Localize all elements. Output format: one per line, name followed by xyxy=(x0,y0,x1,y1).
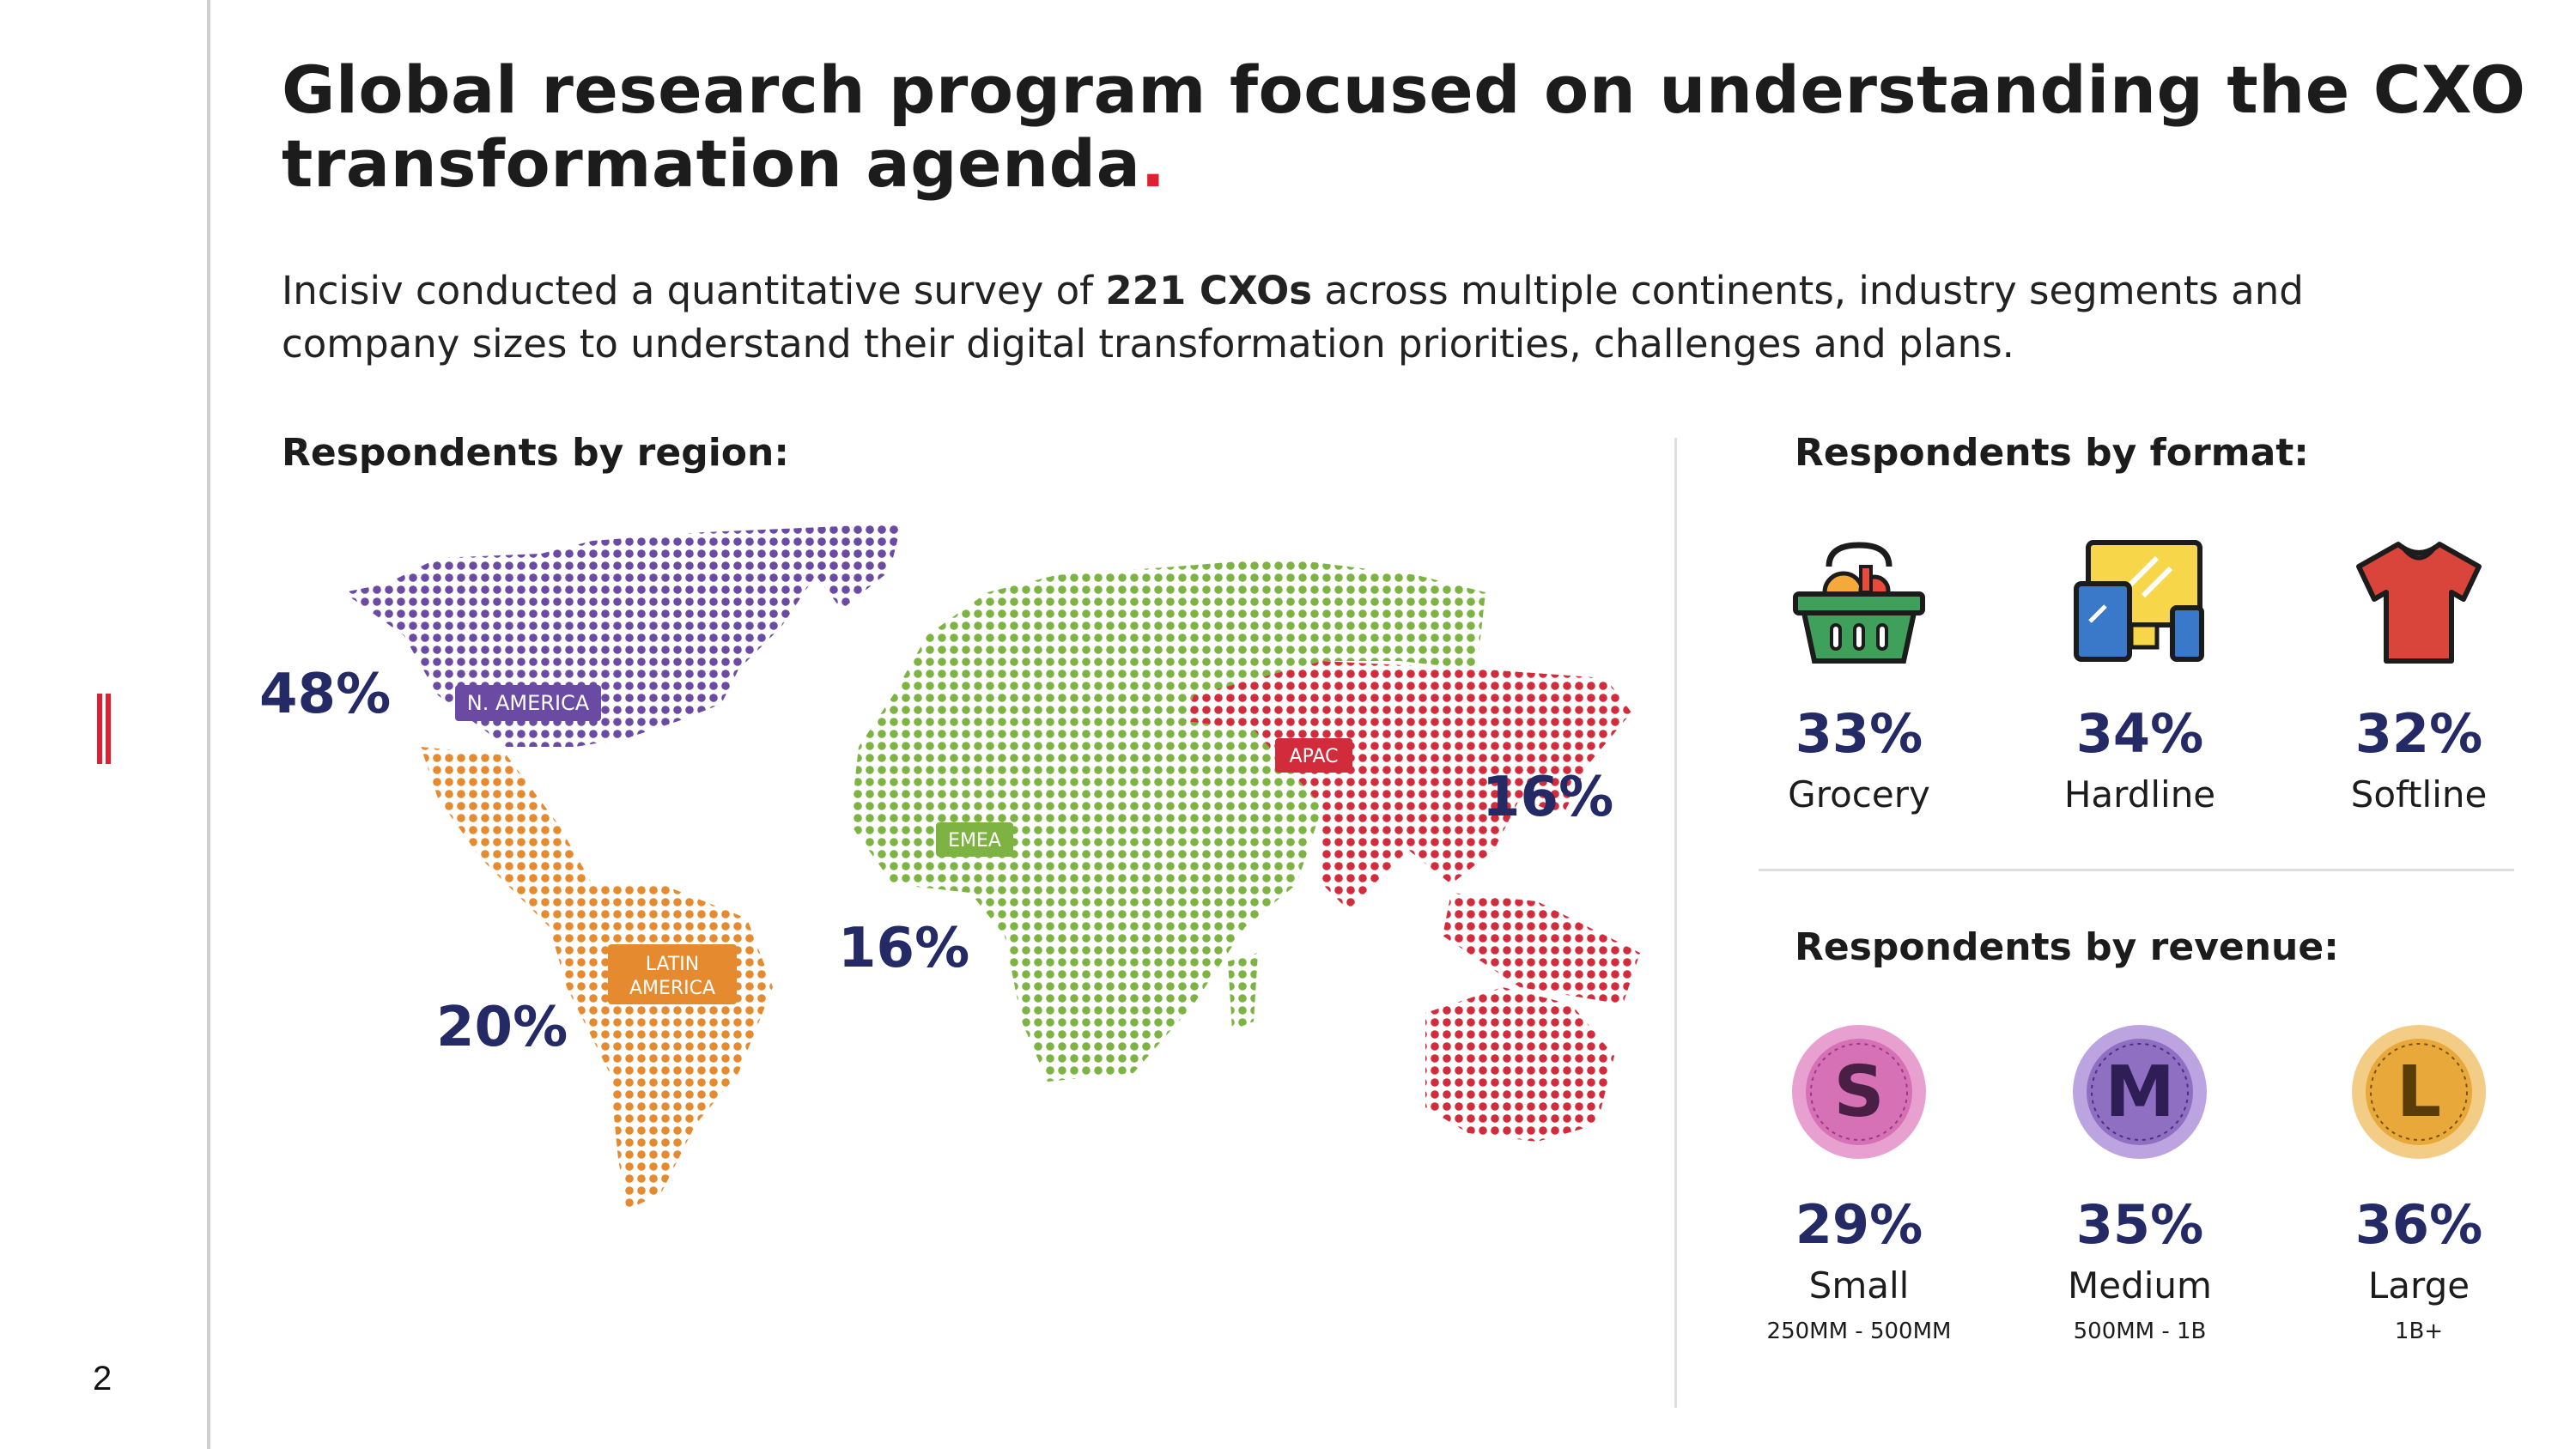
medium-range: 500MM - 1B xyxy=(2073,1319,2207,1344)
greenland-region xyxy=(799,528,902,609)
hardline-pct: 34% xyxy=(2075,702,2204,765)
intro-bold: 221 CXOs xyxy=(1105,268,1313,313)
latin-america-pct: 20% xyxy=(436,996,568,1059)
format-hardline: 34% Hardline xyxy=(2020,532,2260,815)
svg-text:N. AMERICA: N. AMERICA xyxy=(467,691,590,715)
format-softline: 32% Softline xyxy=(2299,532,2539,815)
revenue-medium: M 35% Medium 500MM - 1B xyxy=(2020,1023,2260,1344)
n-america-pct: 48% xyxy=(259,663,392,726)
apac-region xyxy=(1185,661,1631,910)
title-dot: . xyxy=(1140,125,1166,202)
intro-paragraph: Incisiv conducted a quantitative survey … xyxy=(282,264,2428,371)
svg-text:AMERICA: AMERICA xyxy=(629,978,715,999)
medium-m-icon: M xyxy=(2073,1025,2207,1159)
svg-text:M: M xyxy=(2105,1052,2175,1133)
title-line-2: transformation agenda. xyxy=(282,127,2531,201)
small-pct: 29% xyxy=(1795,1193,1923,1256)
medium-label: Medium xyxy=(2068,1264,2212,1307)
grocery-basket-icon xyxy=(1793,542,1925,664)
large-label: Large xyxy=(2367,1264,2470,1307)
grocery-pct: 33% xyxy=(1795,702,1923,765)
large-range: 1B+ xyxy=(2394,1319,2444,1344)
page-number: 2 xyxy=(93,1360,112,1397)
region-heading: Respondents by region: xyxy=(282,431,789,475)
hardline-label: Hardline xyxy=(2063,773,2216,815)
medium-pct: 35% xyxy=(2075,1193,2204,1256)
intro-text-start: Incisiv conducted a quantitative survey … xyxy=(282,268,1106,313)
small-label: Small xyxy=(1808,1264,1910,1307)
label-latin-america: LATIN AMERICA xyxy=(608,944,737,1004)
australia-region xyxy=(1425,987,1614,1142)
devices-icon xyxy=(2074,540,2204,662)
accent-marker xyxy=(97,694,111,764)
small-s-icon: S xyxy=(1792,1025,1926,1159)
label-emea: EMEA xyxy=(936,822,1013,857)
tshirt-icon xyxy=(2356,542,2482,664)
section-divider xyxy=(1674,438,1677,1408)
right-divider xyxy=(1759,869,2514,871)
revenue-heading: Respondents by revenue: xyxy=(1795,925,2339,969)
page-title: Global research program focused on under… xyxy=(282,53,2531,201)
softline-label: Softline xyxy=(2350,773,2488,815)
madagascar-region xyxy=(1228,953,1258,1030)
label-n-america: N. AMERICA xyxy=(455,685,601,721)
world-map: N. AMERICA LATIN AMERICA EMEA APAC xyxy=(343,524,1640,1210)
title-line-1: Global research program focused on under… xyxy=(282,52,2526,128)
svg-text:S: S xyxy=(1833,1052,1884,1133)
format-grocery: 33% Grocery xyxy=(1739,532,1979,815)
emea-pct: 16% xyxy=(838,917,970,980)
emea-region xyxy=(850,558,1485,1082)
intro-text-end: across multiple continents, industry seg… xyxy=(282,268,2304,367)
label-apac: APAC xyxy=(1275,738,1352,773)
small-range: 250MM - 500MM xyxy=(1766,1319,1952,1344)
grocery-label: Grocery xyxy=(1788,773,1930,815)
svg-text:LATIN: LATIN xyxy=(646,954,700,975)
title-line-2-text: transformation agenda xyxy=(282,125,1141,202)
se-asia-region xyxy=(1443,893,1640,1004)
revenue-large: L 36% Large 1B+ xyxy=(2299,1023,2539,1344)
revenue-small: S 29% Small 250MM - 500MM xyxy=(1739,1023,1979,1344)
vertical-divider xyxy=(207,0,210,1449)
apac-pct: 16% xyxy=(1482,766,1614,829)
svg-text:EMEA: EMEA xyxy=(948,830,1001,852)
svg-text:APAC: APAC xyxy=(1290,746,1339,767)
format-heading: Respondents by format: xyxy=(1795,431,2309,475)
svg-text:L: L xyxy=(2397,1052,2441,1133)
softline-pct: 32% xyxy=(2354,702,2483,765)
large-pct: 36% xyxy=(2354,1193,2483,1256)
large-l-icon: L xyxy=(2352,1025,2486,1159)
latin-america-region xyxy=(421,747,773,1210)
